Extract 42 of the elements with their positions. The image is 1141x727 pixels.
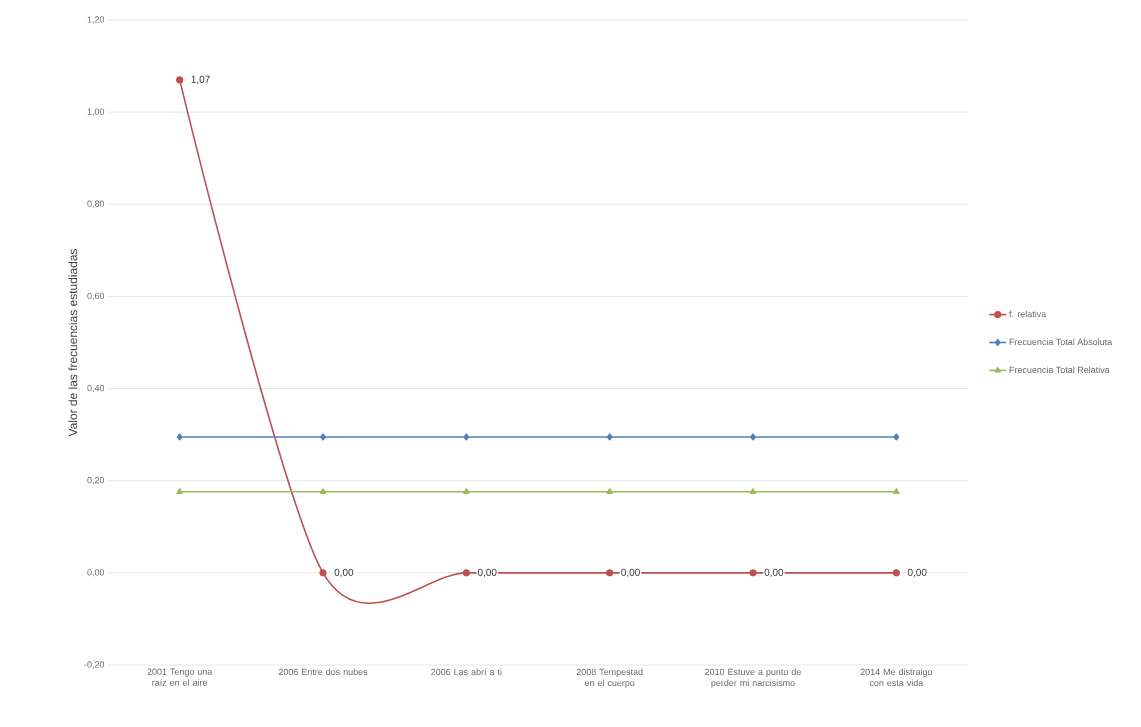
x-tick-label: 2008 Tempestad en el cuerpo (576, 668, 643, 688)
data-label: 0,00 (764, 568, 784, 577)
data-label: 0,00 (334, 568, 354, 577)
y-tick-label: -0,20 (84, 661, 105, 669)
legend-label: f. relativa (1009, 310, 1047, 318)
point (462, 569, 470, 577)
point (606, 569, 614, 577)
point (319, 569, 327, 577)
x-tick-label: 2014 Me distraigo con esta vida (860, 668, 933, 687)
data-label: 1,07 (191, 75, 210, 85)
y-tick-label: 0,00 (87, 569, 105, 577)
point (606, 433, 613, 441)
legend-label: Frecuencia Total Absoluta (1009, 338, 1113, 346)
x-tick-label: 2006 Entre dos nubes (278, 668, 368, 676)
point (463, 433, 470, 441)
point (320, 433, 326, 441)
point (176, 488, 183, 494)
point (176, 76, 184, 84)
point (176, 433, 183, 441)
point (319, 488, 327, 494)
point (893, 433, 900, 441)
point (750, 433, 756, 441)
y-tick-label: 1,20 (87, 16, 105, 24)
point (892, 569, 900, 577)
data-label: 0,00 (477, 568, 497, 577)
x-tick-label: 2010 Estuve a punto de perder mi narcisismo (705, 668, 801, 688)
point (463, 488, 470, 494)
legend-label: Frecuencia Total Relativa (1009, 366, 1110, 374)
data-label: 0,00 (621, 568, 640, 577)
point (749, 569, 757, 577)
y-tick-label: 0,20 (87, 477, 105, 485)
y-tick-label: 1,00 (87, 108, 105, 116)
data-label: 0,00 (907, 568, 927, 577)
point (749, 488, 757, 494)
x-tick-label: 2001 Tengo una raíz en el aire (147, 668, 213, 686)
y-tick-label: 0,40 (87, 384, 105, 393)
y-axis-title: Valor de las frecuencias estudiadas (68, 249, 78, 437)
point (606, 488, 613, 494)
y-tick-label: 0,60 (87, 292, 105, 301)
y-tick-label: 0,80 (87, 200, 105, 208)
x-tick-label: 2006 Las abrí a ti (431, 668, 502, 676)
point (893, 488, 900, 494)
